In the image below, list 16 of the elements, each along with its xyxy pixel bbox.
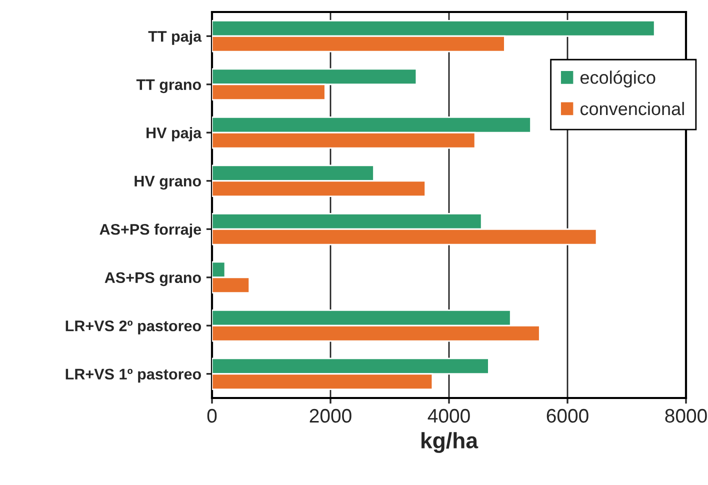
y-tick-label: HV grano [134,176,201,190]
y-tick-label: AS+PS grano [104,272,201,286]
x-tick-label: 2000 [310,408,352,423]
y-tick-label: TT paja [148,30,202,45]
y-tick-label: HV paja [146,127,202,142]
x-tick-label: 4000 [428,408,470,423]
y-tick-label: LR+VS 2º pastoreo [66,320,201,334]
x-axis-title: kg/ha [422,432,478,453]
y-tick-label: LR+VS 1º pastoreo [66,368,201,383]
y-tick-label: AS+PS forraje [100,224,202,238]
y-tick-label: TT grano [136,79,201,94]
legend-label: ecológico [580,70,656,88]
x-tick-label: 6000 [546,408,588,423]
x-tick-label: 8000 [665,408,707,423]
legend-label: convencional [580,102,684,116]
x-tick-label: 0 [207,408,217,423]
